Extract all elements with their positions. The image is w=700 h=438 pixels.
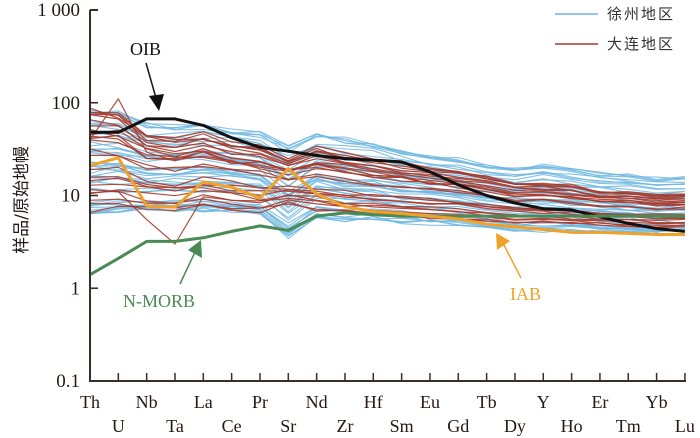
x-tick-label-gd: Gd (447, 416, 469, 436)
reference-line-oib (90, 117, 686, 233)
x-tick-label-sr: Sr (280, 416, 296, 436)
sample-line-dalian (89, 128, 685, 203)
sample-line-dalian (89, 166, 685, 215)
legend-label-xuzhou: 徐州地区 (607, 5, 675, 23)
y-tick-label: 10 (61, 186, 80, 207)
x-tick-label-nb: Nb (136, 392, 158, 412)
x-tick-label-pr: Pr (252, 392, 268, 412)
sample-line-dalian (89, 189, 685, 245)
sample-line-dalian (89, 148, 685, 211)
legend-label-dalian: 大连地区 (607, 35, 675, 53)
x-tick-label-tb: Tb (477, 392, 497, 412)
annotation-nmorb-arrow (179, 251, 196, 285)
annotation-oib: OIB (130, 39, 164, 111)
x-tick-label-ce: Ce (222, 416, 242, 436)
y-tick-label: 0.1 (56, 371, 80, 392)
sample-line-xuzhou (89, 177, 685, 215)
x-tick-label-ho: Ho (561, 416, 583, 436)
sample-line-dalian (89, 111, 685, 197)
sample-line-xuzhou (89, 170, 685, 216)
x-tick-label-sm: Sm (390, 416, 414, 436)
x-tick-label-yb: Yb (646, 392, 668, 412)
x-tick-label-er: Er (591, 392, 608, 412)
annotation-nmorb: N-MORB (123, 240, 202, 311)
sample-line-xuzhou (89, 112, 685, 183)
y-tick-label: 100 (52, 93, 81, 114)
annotation-oib-label: OIB (130, 39, 161, 59)
sample-line-xuzhou (89, 122, 685, 187)
sample-line-dalian (89, 190, 685, 225)
annotation-iab-arrowhead (496, 233, 510, 250)
x-tick-label-hf: Hf (364, 392, 383, 412)
x-tick-label-la: La (194, 392, 213, 412)
sample-line-xuzhou (89, 110, 685, 182)
y-tick-label: 1 000 (37, 0, 80, 21)
x-tick-label-nd: Nd (306, 392, 328, 412)
legend: 徐州地区 大连地区 (555, 5, 675, 53)
reference-line-iab (89, 156, 685, 236)
y-ticks: 1 000 100 10 1 0.1 (37, 0, 98, 392)
x-tick-label-dy: Dy (504, 416, 526, 436)
annotation-iab: IAB (496, 233, 541, 304)
x-tick-label-u: U (112, 416, 125, 436)
x-tick-label-tm: Tm (616, 416, 641, 436)
annotation-oib-arrowhead (149, 94, 164, 111)
x-tick-label-y: Y (537, 392, 550, 412)
sample-line-dalian (89, 135, 685, 207)
y-axis-label: 样品/原始地幔 (12, 146, 32, 254)
x-tick-label-ta: Ta (166, 416, 184, 436)
annotation-iab-label: IAB (510, 284, 541, 304)
y-tick-label: 1 (71, 278, 81, 299)
x-ticks: Th U Nb Ta La Ce Pr Sr Nd Zr Hf Sm Eu Gd Tb Dy Y Ho Er TmYb… (80, 373, 695, 436)
x-tick-label-zr: Zr (336, 416, 353, 436)
reference-lines (89, 117, 686, 276)
annotation-oib-arrow (145, 62, 157, 99)
x-tick-label-eu: Eu (420, 392, 440, 412)
annotation-iab-arrow (503, 244, 522, 279)
annotation-nmorb-arrowhead (188, 240, 202, 258)
x-tick-label-th: Th (80, 392, 100, 412)
sample-line-dalian (89, 125, 685, 200)
reference-line-n-morb (89, 211, 685, 276)
x-tick-label-lu: Lu (675, 416, 695, 436)
annotation-nmorb-label: N-MORB (123, 291, 195, 311)
